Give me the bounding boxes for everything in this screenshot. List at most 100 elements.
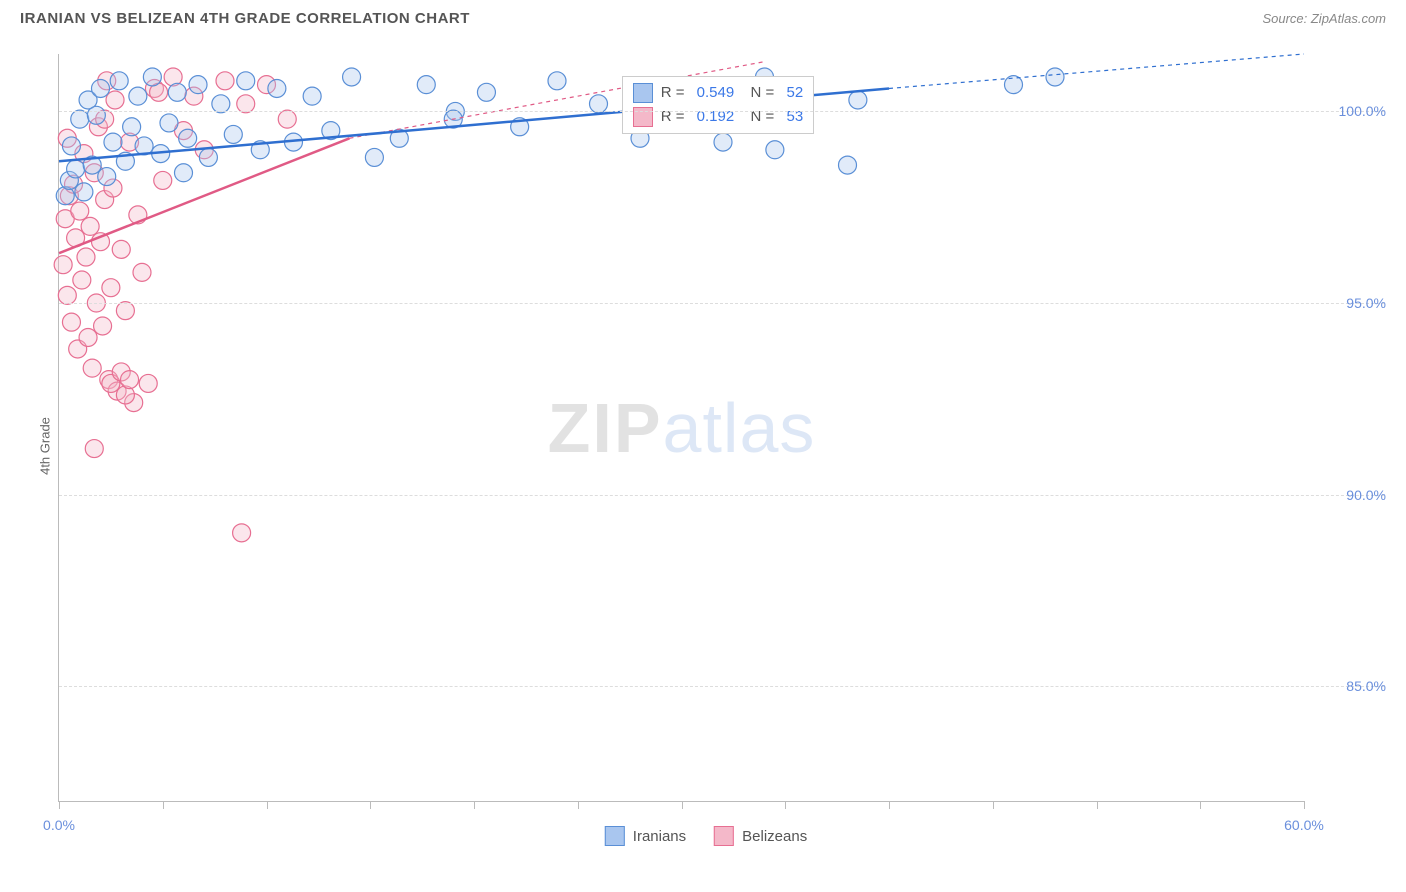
data-point: [839, 156, 857, 174]
data-point: [216, 72, 234, 90]
data-point: [1046, 68, 1064, 86]
gridline: [59, 111, 1384, 112]
legend-row-belizeans: R = 0.192 N = 53: [633, 105, 803, 129]
series-legend: Iranians Belizeans: [605, 826, 807, 846]
x-tick: [474, 801, 475, 809]
data-point: [85, 440, 103, 458]
legend-r-label: R =: [661, 81, 689, 105]
x-tick: [1097, 801, 1098, 809]
data-point: [417, 76, 435, 94]
source-label: Source: ZipAtlas.com: [1262, 11, 1386, 26]
data-point: [189, 76, 207, 94]
data-point: [168, 83, 186, 101]
plot-region: ZIPatlas R = 0.549 N = 52 R = 0.192 N = …: [58, 54, 1304, 802]
scatter-svg: [59, 54, 1304, 801]
data-point: [81, 217, 99, 235]
data-point: [365, 148, 383, 166]
data-point: [160, 114, 178, 132]
data-point: [102, 279, 120, 297]
gridline: [59, 495, 1384, 496]
data-point: [139, 374, 157, 392]
data-point: [590, 95, 608, 113]
y-axis-label: 4th Grade: [37, 417, 52, 475]
data-point: [143, 68, 161, 86]
correlation-legend: R = 0.549 N = 52 R = 0.192 N = 53: [622, 76, 814, 134]
data-point: [98, 168, 116, 186]
legend-r-label: R =: [661, 105, 689, 129]
data-point: [303, 87, 321, 105]
data-point: [1005, 76, 1023, 94]
data-point: [278, 110, 296, 128]
x-tick-label: 60.0%: [1284, 817, 1324, 833]
chart-title: IRANIAN VS BELIZEAN 4TH GRADE CORRELATIO…: [20, 10, 470, 27]
data-point: [224, 125, 242, 143]
data-point: [104, 133, 122, 151]
data-point: [133, 263, 151, 281]
y-tick-label: 90.0%: [1316, 487, 1386, 503]
x-tick: [59, 801, 60, 809]
gridline: [59, 686, 1384, 687]
y-tick-label: 95.0%: [1316, 295, 1386, 311]
data-point: [77, 248, 95, 266]
data-point: [67, 160, 85, 178]
data-point: [129, 87, 147, 105]
legend-n-belizeans: 53: [786, 105, 803, 129]
data-point: [112, 240, 130, 258]
data-point: [62, 313, 80, 331]
gridline: [59, 303, 1384, 304]
data-point: [94, 317, 112, 335]
x-tick: [370, 801, 371, 809]
legend-n-label: N =: [742, 81, 778, 105]
legend-swatch-belizeans: [714, 826, 734, 846]
data-point: [714, 133, 732, 151]
data-point: [58, 286, 76, 304]
legend-label-iranians: Iranians: [633, 828, 686, 845]
y-tick-label: 85.0%: [1316, 678, 1386, 694]
data-point: [116, 302, 134, 320]
legend-row-iranians: R = 0.549 N = 52: [633, 81, 803, 105]
data-point: [199, 148, 217, 166]
data-point: [73, 271, 91, 289]
data-point: [233, 524, 251, 542]
data-point: [212, 95, 230, 113]
data-point: [71, 110, 89, 128]
data-point: [179, 129, 197, 147]
x-tick: [1200, 801, 1201, 809]
x-tick: [682, 801, 683, 809]
data-point: [54, 256, 72, 274]
data-point: [548, 72, 566, 90]
data-point: [87, 106, 105, 124]
data-point: [121, 371, 139, 389]
x-tick: [889, 801, 890, 809]
data-point: [237, 95, 255, 113]
data-point: [92, 79, 110, 97]
legend-label-belizeans: Belizeans: [742, 828, 807, 845]
legend-r-belizeans: 0.192: [697, 105, 735, 129]
data-point: [110, 72, 128, 90]
trend-line-extrapolated: [889, 54, 1304, 88]
data-point: [268, 79, 286, 97]
chart-area: 4th Grade ZIPatlas R = 0.549 N = 52 R = …: [18, 40, 1394, 852]
data-point: [79, 328, 97, 346]
legend-n-iranians: 52: [786, 81, 803, 105]
data-point: [154, 171, 172, 189]
x-tick: [267, 801, 268, 809]
legend-swatch-iranians: [633, 83, 653, 103]
data-point: [237, 72, 255, 90]
y-tick-label: 100.0%: [1316, 103, 1386, 119]
legend-item-belizeans: Belizeans: [714, 826, 807, 846]
data-point: [849, 91, 867, 109]
data-point: [106, 91, 124, 109]
x-tick: [993, 801, 994, 809]
data-point: [123, 118, 141, 136]
x-tick: [163, 801, 164, 809]
legend-item-iranians: Iranians: [605, 826, 686, 846]
data-point: [75, 183, 93, 201]
data-point: [62, 137, 80, 155]
x-tick: [1304, 801, 1305, 809]
legend-swatch-belizeans: [633, 107, 653, 127]
legend-n-label: N =: [742, 105, 778, 129]
data-point: [477, 83, 495, 101]
x-tick: [578, 801, 579, 809]
data-point: [343, 68, 361, 86]
